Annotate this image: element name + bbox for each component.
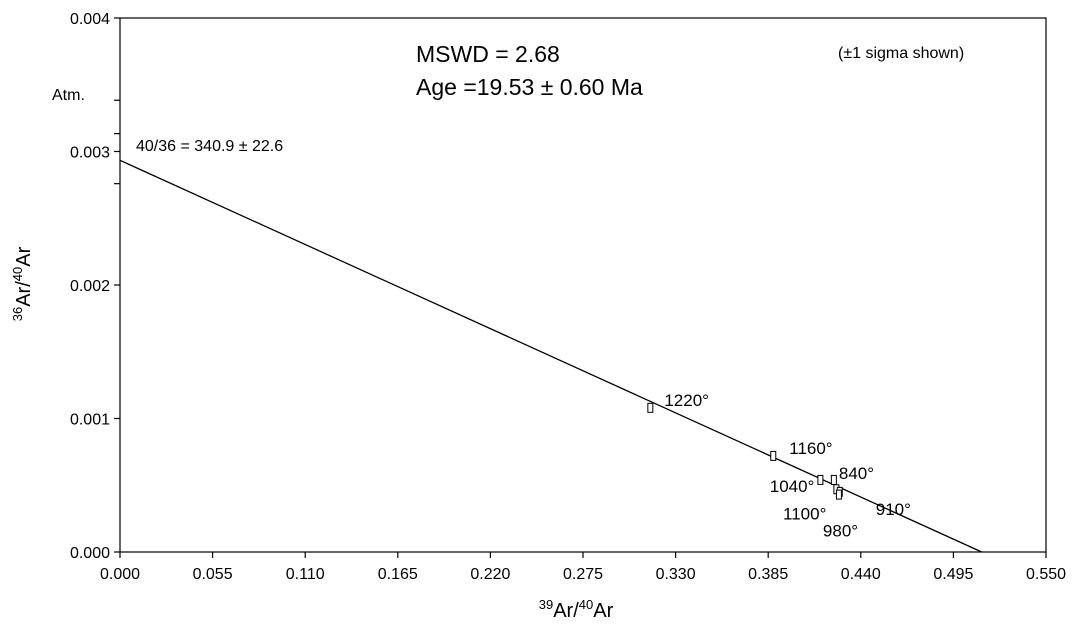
x-tick-label: 0.055 [193,566,233,583]
data-point [770,450,777,461]
x-tick-label: 0.550 [1026,566,1066,583]
y-axis-title: 36Ar/40Ar [10,246,35,321]
y-tick-label: 0.002 [70,278,110,295]
y-tick-label: 0.004 [70,11,110,28]
x-tick-label: 0.330 [656,566,696,583]
x-tick-label: 0.110 [286,566,325,583]
intercept-annotation: 40/36 = 340.9 ± 22.6 [136,138,283,155]
x-tick-label: 0.385 [748,566,788,583]
data-point-label: 1160° [789,439,832,458]
isochron-regression-line [119,159,982,553]
data-point-label: 1100° [783,504,826,523]
x-tick-label: 0.220 [470,566,510,583]
x-tick-label: 0.440 [841,566,881,583]
data-point [817,474,824,485]
x-tick-label: 0.000 [100,566,140,583]
atm-label: Atm. [52,87,85,104]
x-tick-label: 0.495 [933,566,973,583]
y-tick-label: 0.003 [70,145,110,162]
data-point-label: 840° [839,464,874,483]
data-point-label: 1220° [664,391,709,410]
age-annotation: Age =19.53 ± 0.60 Ma [416,74,643,100]
sigma-note: (±1 sigma shown) [838,45,964,62]
data-point [830,474,837,485]
x-axis-title: 39Ar/40Ar [539,597,614,622]
data-point-label: 1040° [770,477,815,496]
x-tick-label: 0.165 [378,566,418,583]
data-point [647,402,654,413]
mswd-annotation: MSWD = 2.68 [416,41,560,67]
plot-frame [119,17,1047,553]
data-point-label: 910° [876,500,911,519]
data-point-label: 980° [823,522,858,541]
x-tick-label: 0.275 [563,566,603,583]
y-tick-label: 0.001 [70,412,110,429]
data-point [835,489,842,500]
y-tick-label: 0.000 [70,545,110,562]
